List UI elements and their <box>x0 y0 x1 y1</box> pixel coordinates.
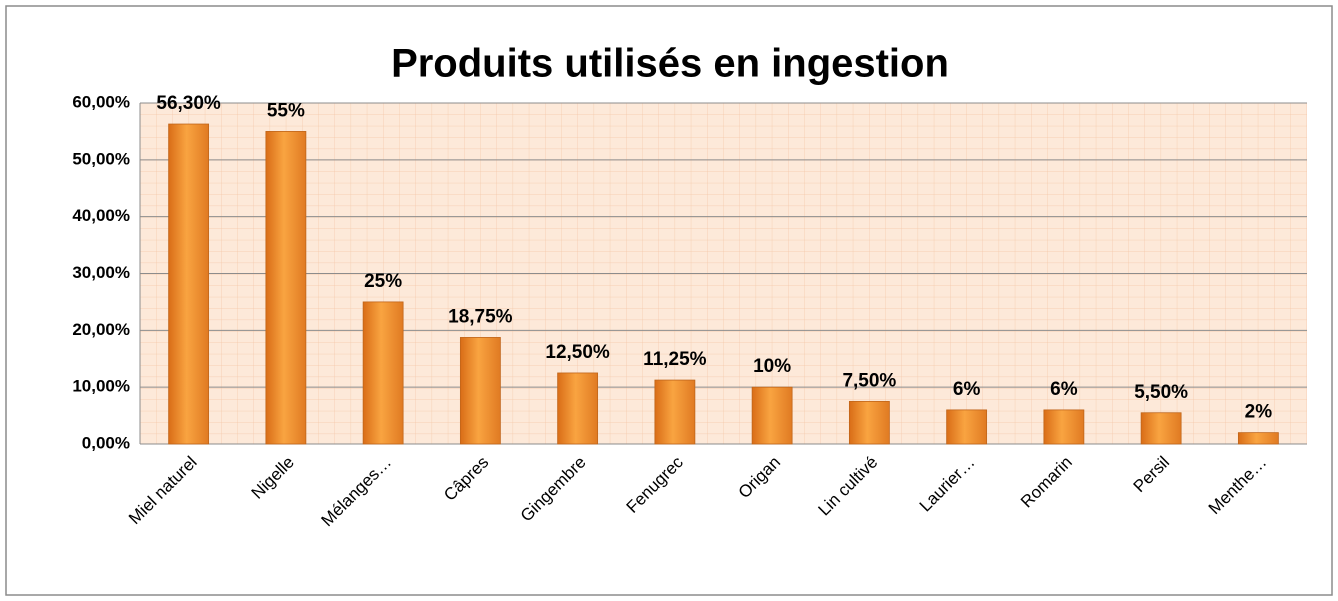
value-label: 55% <box>267 100 305 121</box>
value-label: 7,50% <box>842 370 896 391</box>
value-label: 18,75% <box>448 306 513 327</box>
y-tick-label: 10,00% <box>72 377 130 396</box>
bar <box>654 379 696 445</box>
y-tick-label: 40,00% <box>72 206 130 225</box>
value-label: 56,30% <box>156 93 221 114</box>
y-tick-label: 20,00% <box>72 320 130 339</box>
y-tick-label: 50,00% <box>72 149 130 168</box>
y-tick-label: 0,00% <box>82 433 130 452</box>
bar <box>557 372 599 445</box>
value-label: 10% <box>753 356 791 377</box>
bar <box>168 123 210 445</box>
bar <box>751 386 793 445</box>
bar <box>459 337 501 445</box>
chart-title: Produits utilisés en ingestion <box>391 42 949 86</box>
bar <box>1140 412 1182 445</box>
value-label: 2% <box>1245 402 1273 423</box>
y-tick-label: 30,00% <box>72 263 130 282</box>
bar <box>362 301 404 445</box>
value-label: 25% <box>364 271 402 292</box>
bar <box>265 131 307 445</box>
bar <box>1043 409 1085 445</box>
value-label: 6% <box>953 379 981 400</box>
value-label: 11,25% <box>643 349 706 370</box>
bar <box>946 409 988 445</box>
value-label: 12,50% <box>545 342 610 363</box>
bar <box>848 400 890 445</box>
value-label: 5,50% <box>1134 382 1188 403</box>
y-tick-label: 60,00% <box>72 92 130 111</box>
value-label: 6% <box>1050 379 1078 400</box>
bar <box>1237 432 1279 445</box>
